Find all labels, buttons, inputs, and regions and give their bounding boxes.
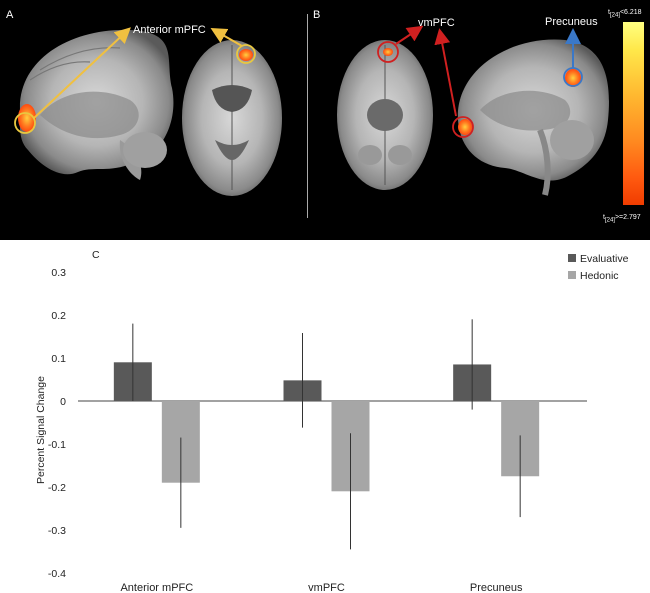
roi-circle bbox=[236, 44, 256, 64]
brain-images bbox=[14, 25, 609, 196]
arrow-vmpfc bbox=[395, 25, 424, 45]
bar-chart: C Percent Signal Change 0.3 0.2 0.1 0 -0.1 -0… bbox=[35, 249, 629, 593]
colorbar-max-label: t[24]<6.218 bbox=[608, 9, 642, 19]
y-tick-label: -0.3 bbox=[48, 525, 66, 537]
roi-circle bbox=[452, 116, 474, 138]
colorbar-min-label: t[24]>=2.797 bbox=[603, 214, 641, 224]
x-category-label: Precuneus bbox=[470, 582, 523, 593]
roi-circle bbox=[14, 112, 36, 134]
y-tick-label: 0 bbox=[60, 396, 66, 408]
x-category-label: Anterior mPFC bbox=[120, 582, 193, 593]
legend-swatch-hedonic bbox=[568, 271, 576, 279]
x-category-label: vmPFC bbox=[308, 582, 345, 593]
y-tick-label: 0.3 bbox=[51, 267, 66, 279]
sagittal-brain-a bbox=[19, 29, 174, 180]
axial-brain-a bbox=[182, 40, 282, 196]
y-tick-label: -0.2 bbox=[48, 482, 66, 494]
legend: Evaluative Hedonic bbox=[568, 253, 629, 282]
y-axis-label: Percent Signal Change bbox=[35, 376, 47, 484]
panel-c-letter: C bbox=[92, 249, 100, 261]
arrow-vmpfc bbox=[434, 28, 457, 117]
anterior-mpfc-label: Anterior mPFC bbox=[133, 24, 206, 36]
activation-blob bbox=[18, 104, 36, 132]
legend-label-hedonic: Hedonic bbox=[580, 270, 619, 282]
y-tick-label: 0.2 bbox=[51, 310, 66, 322]
activation-blob bbox=[458, 119, 472, 135]
legend-label-evaluative: Evaluative bbox=[580, 253, 629, 265]
arrow-anterior-mpfc bbox=[33, 27, 131, 119]
precuneus-label: Precuneus bbox=[545, 16, 598, 28]
panel-divider bbox=[307, 14, 308, 218]
bar-marks bbox=[113, 362, 540, 492]
error-bars bbox=[132, 319, 521, 550]
sagittal-brain-b bbox=[457, 39, 609, 196]
roi-circle bbox=[377, 41, 399, 63]
activation-blob bbox=[239, 49, 253, 61]
panel-b-letter: B bbox=[313, 9, 321, 21]
y-tick-label: -0.4 bbox=[48, 568, 66, 580]
axial-brain-b bbox=[337, 40, 433, 190]
activation-blob bbox=[383, 48, 393, 56]
y-axis-ticks: 0.3 0.2 0.1 0 -0.1 -0.2 -0.3 -0.4 bbox=[48, 267, 66, 580]
arrow-anterior-mpfc bbox=[210, 28, 243, 47]
colorbar bbox=[623, 22, 644, 205]
x-axis-categories: Anterior mPFC vmPFC Precuneus bbox=[120, 582, 522, 593]
y-tick-label: 0.1 bbox=[51, 353, 66, 365]
legend-swatch-evaluative bbox=[568, 254, 576, 262]
panel-a-letter: A bbox=[6, 9, 14, 21]
brain-imaging-panel: A B bbox=[0, 0, 650, 240]
y-tick-label: -0.1 bbox=[48, 439, 66, 451]
activation-blob bbox=[565, 69, 581, 87]
vmpfc-label: vmPFC bbox=[418, 17, 455, 29]
